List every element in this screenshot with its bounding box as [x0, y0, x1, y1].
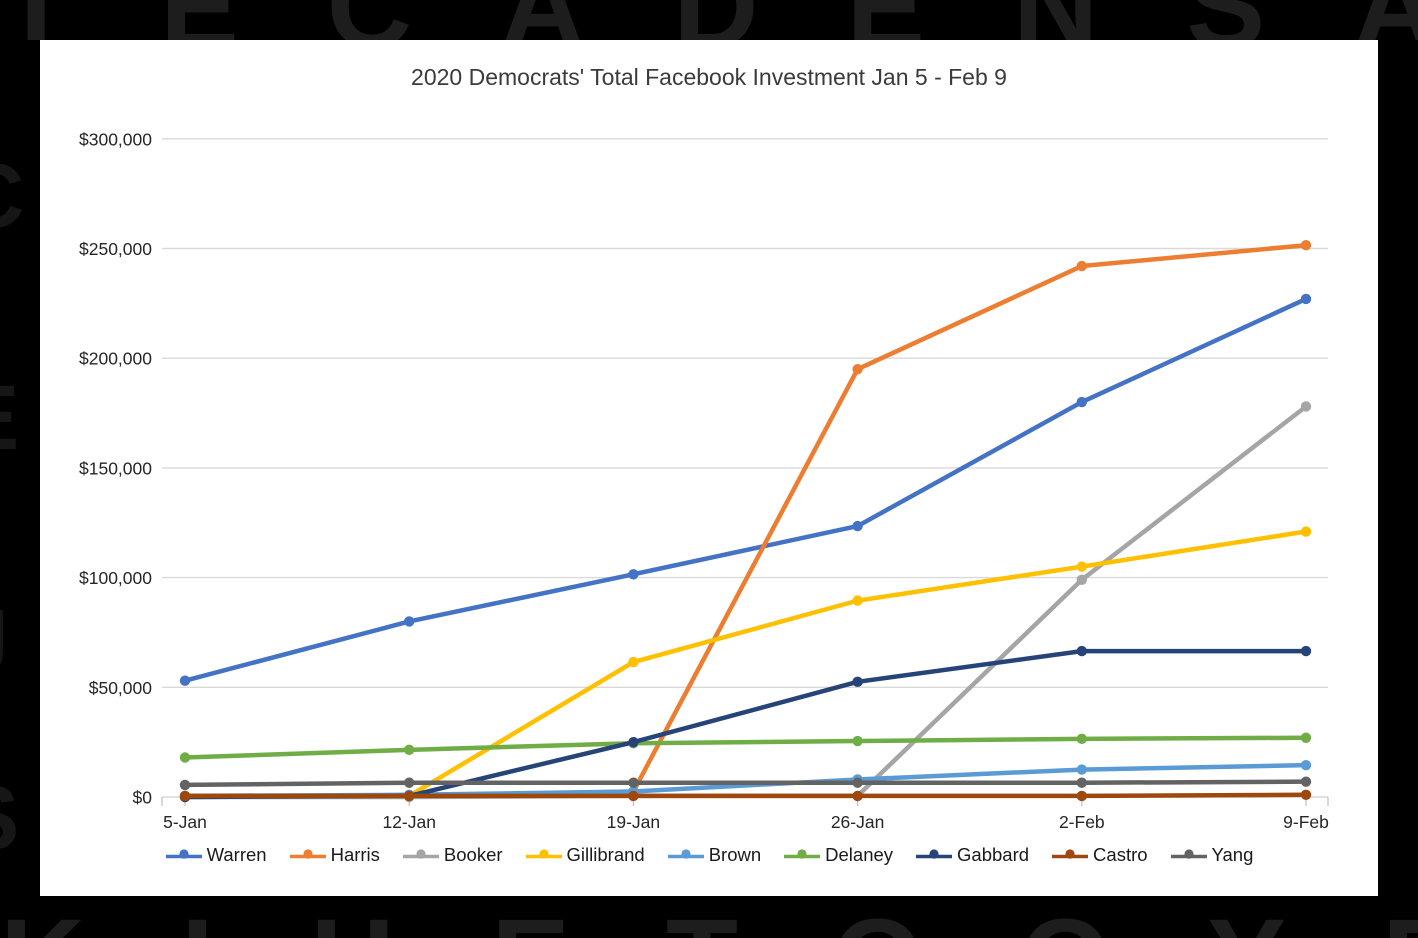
data-point-gillibrand-9-Feb — [1300, 526, 1312, 537]
legend-item-yang: Yang — [1159, 844, 1265, 866]
data-point-gabbard-9-Feb — [1300, 645, 1312, 657]
background-text-top-clip: TECADENSAT — [0, 0, 1418, 40]
legend-label: Warren — [206, 844, 267, 865]
legend-label: Brown — [708, 844, 762, 865]
legend-label: Delaney — [825, 844, 894, 865]
legend-label: Castro — [1093, 844, 1148, 865]
x-axis-tick-label: 5-Jan — [163, 812, 207, 832]
series-line-delaney — [182, 735, 1309, 760]
x-axis-tick-label: 19-Jan — [607, 812, 661, 832]
data-point-harris-9-Feb — [1300, 240, 1312, 251]
data-point-yang-5-Jan — [179, 779, 191, 791]
background-text-top: TECADENSAT — [0, 0, 1418, 40]
legend-item-delaney: Delaney — [772, 844, 904, 866]
data-point-gillibrand-2-Feb — [1076, 561, 1088, 572]
legend-label: Gillibrand — [566, 844, 645, 865]
data-point-harris-26-Jan — [852, 363, 863, 375]
legend-label: Booker — [443, 844, 503, 865]
data-point-booker-2-Feb — [1076, 574, 1088, 585]
y-axis-tick-label: $200,000 — [79, 349, 152, 369]
data-point-warren-19-Jan — [628, 569, 639, 580]
y-axis-tick-label: $300,000 — [79, 129, 152, 149]
background-letter-fragment: C — [0, 150, 24, 242]
data-point-warren-9-Feb — [1300, 293, 1312, 305]
background-text-bottom: KIHETOOYEK — [0, 902, 1418, 938]
data-point-gillibrand-26-Jan — [852, 595, 863, 606]
legend-marker-icon — [165, 849, 202, 859]
data-point-castro-26-Jan — [852, 790, 863, 802]
legend-item-harris: Harris — [278, 844, 391, 866]
data-point-delaney-2-Feb — [1076, 733, 1088, 745]
background-letter-fragment: E — [0, 372, 19, 464]
data-point-warren-2-Feb — [1076, 396, 1088, 408]
legend-label: Harris — [330, 844, 380, 865]
background-letter-fragment: J — [0, 596, 9, 688]
legend-marker-icon — [916, 849, 953, 859]
y-axis-tick-label: $150,000 — [79, 458, 152, 478]
data-point-castro-2-Feb — [1076, 790, 1088, 802]
legend-marker-icon — [525, 849, 562, 859]
x-axis-tick-label: 2-Feb — [1059, 812, 1105, 832]
chart-title: 2020 Democrats' Total Facebook Investmen… — [411, 64, 1007, 90]
data-point-gabbard-26-Jan — [852, 676, 863, 688]
legend-marker-icon — [289, 849, 326, 859]
data-point-castro-19-Jan — [628, 790, 639, 802]
data-point-brown-2-Feb — [1076, 764, 1088, 775]
legend-item-gabbard: Gabbard — [904, 844, 1040, 866]
data-point-castro-5-Jan — [179, 790, 191, 802]
legend-label: Gabbard — [957, 844, 1030, 865]
background-letter-fragment: S — [0, 772, 19, 864]
legend-marker-icon — [1052, 849, 1089, 859]
x-axis-tick-label: 26-Jan — [831, 812, 885, 832]
y-axis-tick-label: $250,000 — [79, 239, 152, 259]
series-line-yang — [182, 779, 1309, 788]
legend-marker-icon — [667, 849, 704, 859]
data-point-delaney-12-Jan — [404, 744, 415, 756]
series-line-castro — [182, 792, 1309, 799]
series-line-gillibrand — [182, 529, 1309, 800]
data-point-brown-9-Feb — [1300, 759, 1312, 771]
background-text-bottom-clip: KIHETOOYEK — [0, 896, 1418, 938]
data-point-castro-12-Jan — [404, 790, 415, 802]
x-axis-tick-label: 12-Jan — [382, 812, 436, 832]
legend-item-castro: Castro — [1040, 844, 1159, 866]
legend-item-booker: Booker — [391, 844, 514, 866]
data-point-delaney-5-Jan — [179, 752, 191, 763]
data-point-yang-12-Jan — [404, 777, 415, 788]
data-point-gabbard-2-Feb — [1076, 645, 1088, 657]
y-axis-tick-label: $50,000 — [89, 678, 153, 698]
legend-item-warren: Warren — [154, 844, 278, 866]
series-line-warren — [182, 296, 1309, 683]
data-point-castro-9-Feb — [1300, 789, 1312, 801]
legend-marker-icon — [1170, 849, 1207, 859]
data-point-booker-9-Feb — [1300, 401, 1312, 412]
chart-legend: Warren Harris Booker Gillibrand Brown Delaney… — [40, 844, 1378, 866]
line-chart-plot-area: $0 $50,000 $100,000 $150,000 $200,000 $250,00… — [79, 129, 1329, 832]
data-point-yang-2-Feb — [1076, 777, 1088, 788]
data-point-warren-12-Jan — [404, 616, 415, 627]
chart-card: 2020 Democrats' Total Facebook Investmen… — [40, 40, 1378, 896]
legend-label: Yang — [1211, 844, 1254, 865]
data-point-yang-26-Jan — [852, 777, 863, 788]
data-point-warren-26-Jan — [852, 520, 863, 532]
data-point-warren-5-Jan — [179, 675, 191, 686]
y-axis-tick-label: $100,000 — [79, 568, 152, 588]
legend-marker-icon — [784, 849, 821, 859]
data-point-yang-9-Feb — [1300, 776, 1312, 787]
data-point-harris-2-Feb — [1076, 260, 1088, 272]
y-axis-tick-label: $0 — [133, 788, 153, 808]
series-line-gabbard — [182, 648, 1309, 800]
x-axis-tick-label: 9-Feb — [1283, 812, 1329, 832]
data-point-gabbard-19-Jan — [628, 736, 639, 748]
legend-item-gillibrand: Gillibrand — [514, 844, 656, 866]
legend-item-brown: Brown — [656, 844, 772, 866]
legend-marker-icon — [402, 849, 439, 859]
data-point-delaney-9-Feb — [1300, 732, 1312, 743]
data-point-delaney-26-Jan — [852, 735, 863, 747]
data-point-yang-19-Jan — [628, 777, 639, 788]
data-point-gillibrand-19-Jan — [628, 656, 639, 668]
